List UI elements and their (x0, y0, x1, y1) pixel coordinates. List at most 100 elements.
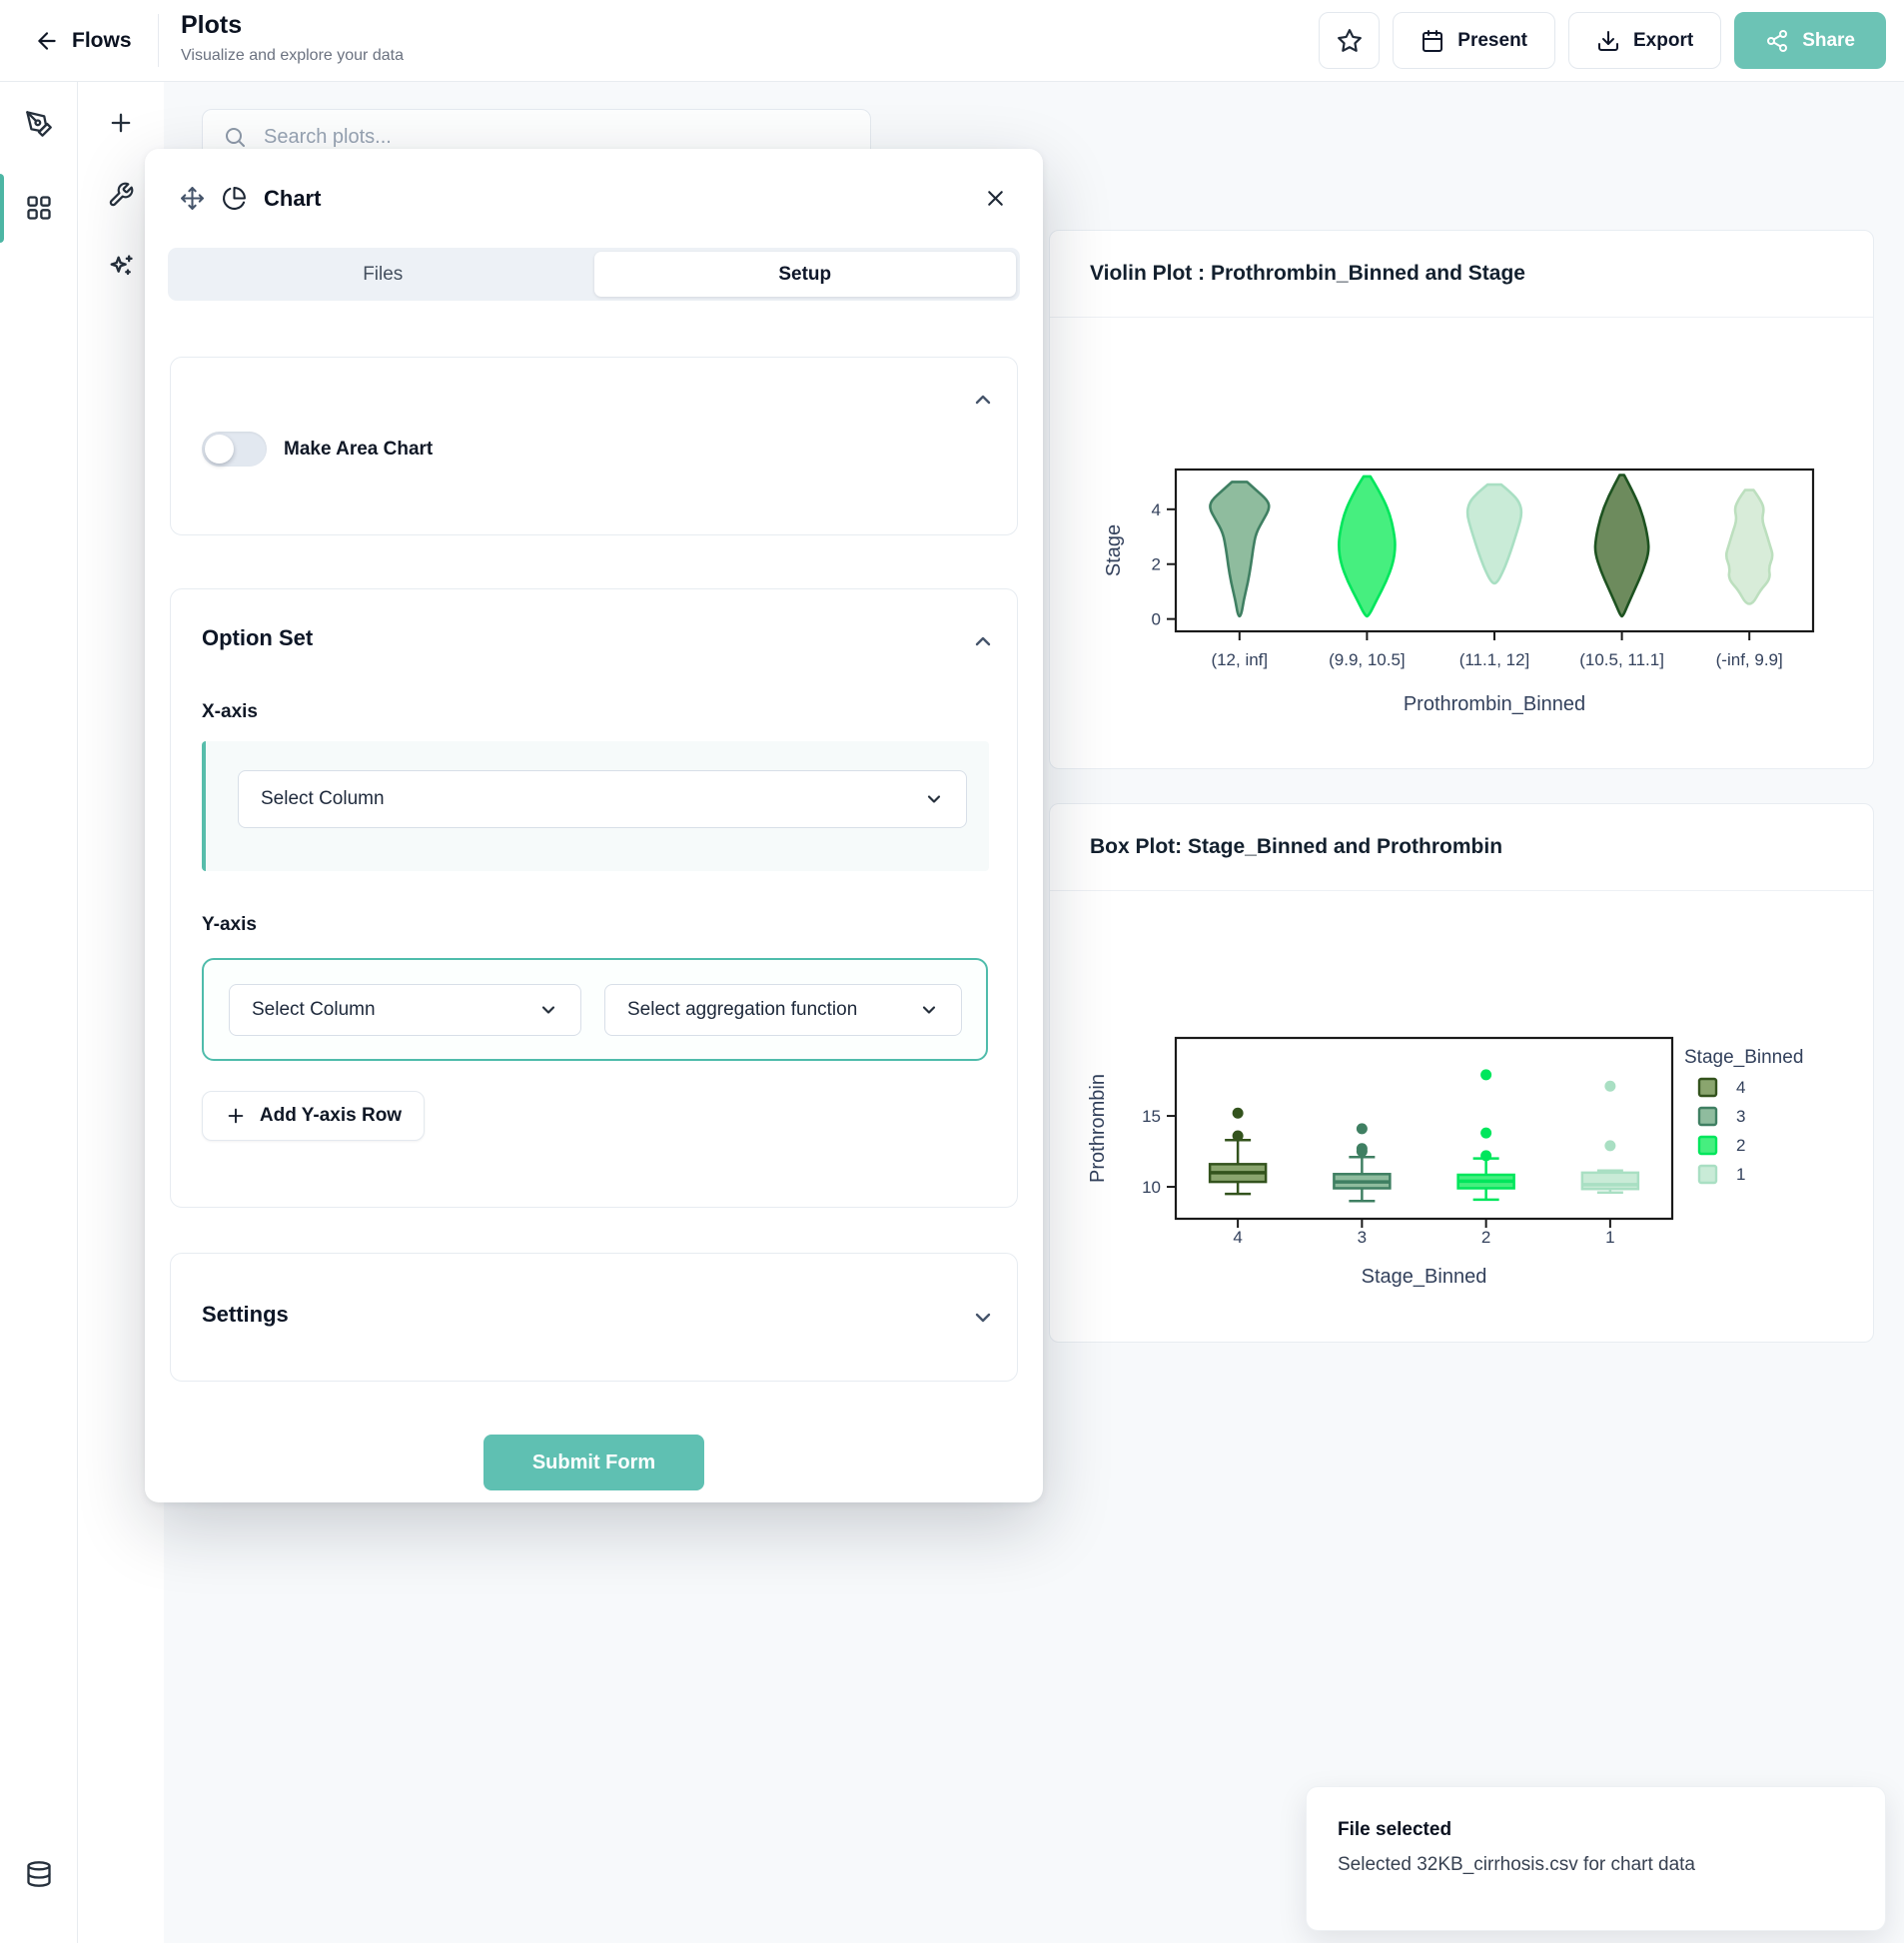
y-axis-aggregation-select-value: Select aggregation function (627, 999, 858, 1020)
chevron-down-icon (538, 1000, 558, 1020)
page-subtitle: Visualize and explore your data (181, 47, 404, 64)
back-arrow-icon (34, 28, 60, 54)
share-icon (1765, 29, 1789, 53)
svg-text:4: 4 (1736, 1078, 1745, 1097)
svg-text:0: 0 (1152, 610, 1161, 629)
svg-text:2: 2 (1481, 1228, 1490, 1247)
violin-plot-figure: 4 2 0 (12, inf] (9.9, 10.5] (11.1, 12] (10.5, … (1103, 468, 1815, 715)
chevron-down-icon (919, 1000, 939, 1020)
toast-title: File selected (1338, 1819, 1452, 1840)
chevron-down-icon[interactable] (971, 1306, 995, 1330)
sparkles-icon[interactable] (107, 253, 135, 281)
modal-header: Chart (145, 149, 1043, 248)
svg-text:10: 10 (1142, 1178, 1161, 1197)
primary-sidebar (0, 81, 78, 1943)
box-plot-body: 15 10 4 3 2 1 Stage_Binned Prothrombin Stage_Bin… (1050, 891, 1873, 1343)
export-button[interactable]: Export (1568, 12, 1722, 69)
violin-plot-body: 4 2 0 (12, inf] (9.9, 10.5] (11.1, 12] (10.5, … (1050, 318, 1873, 769)
svg-text:4: 4 (1233, 1228, 1242, 1247)
x-axis-label: X-axis (202, 701, 258, 722)
chevron-up-icon[interactable] (971, 388, 995, 412)
svg-text:2: 2 (1152, 555, 1161, 574)
tab-files[interactable]: Files (363, 263, 404, 285)
y-axis-panel: Select Column Select aggregation functio… (202, 958, 988, 1061)
wrench-icon[interactable] (108, 182, 135, 209)
top-actions: Present Export Share (1319, 12, 1886, 69)
svg-text:(9.9, 10.5]: (9.9, 10.5] (1329, 650, 1406, 669)
star-icon (1337, 28, 1363, 54)
svg-text:1: 1 (1605, 1228, 1614, 1247)
close-icon[interactable] (983, 186, 1008, 211)
search-icon (223, 125, 247, 149)
modal-body: Make Area Chart Option Set X-axis Select… (145, 357, 1043, 1490)
y-axis-column-select[interactable]: Select Column (229, 984, 581, 1036)
box-plot-figure: 15 10 4 3 2 1 Stage_Binned Prothrombin Stage_Bin… (1087, 1036, 1803, 1288)
active-nav-indicator (0, 174, 4, 243)
favorite-button[interactable] (1319, 12, 1381, 69)
file-selected-toast: File selected Selected 32KB_cirrhosis.cs… (1306, 1786, 1886, 1931)
area-chart-toggle-row: Make Area Chart (202, 432, 433, 467)
area-chart-section: Make Area Chart (170, 357, 1018, 535)
calendar-icon (1421, 29, 1444, 53)
database-icon[interactable] (25, 1860, 53, 1888)
pie-chart-icon (222, 186, 247, 211)
svg-text:Prothrombin: Prothrombin (1087, 1074, 1109, 1183)
option-set-title: Option Set (202, 625, 314, 650)
modal-title: Chart (264, 185, 322, 211)
box-plot-title: Box Plot: Stage_Binned and Prothrombin (1050, 804, 1873, 891)
y-axis-column-select-value: Select Column (252, 999, 376, 1020)
y-axis-aggregation-select[interactable]: Select aggregation function (604, 984, 962, 1036)
svg-text:4: 4 (1152, 500, 1161, 519)
present-label: Present (1457, 29, 1527, 51)
option-set-section: Option Set X-axis Select Column Y-axis (170, 588, 1018, 1208)
svg-text:Stage: Stage (1103, 524, 1125, 576)
share-button[interactable]: Share (1734, 12, 1886, 69)
submit-form-button[interactable]: Submit Form (483, 1435, 704, 1490)
chevron-down-icon (924, 789, 944, 809)
x-axis-panel: Select Column (202, 741, 989, 871)
back-label: Flows (72, 28, 132, 52)
toast-message: Selected 32KB_cirrhosis.csv for chart da… (1338, 1854, 1696, 1875)
svg-text:3: 3 (1358, 1228, 1367, 1247)
top-bar: Flows Plots Visualize and explore your d… (0, 0, 1904, 82)
svg-text:2: 2 (1736, 1136, 1745, 1155)
header-divider (158, 14, 159, 67)
svg-text:Stage_Binned: Stage_Binned (1684, 1047, 1803, 1068)
svg-text:3: 3 (1736, 1107, 1745, 1126)
tab-setup[interactable]: Setup (593, 252, 1016, 297)
add-y-axis-row-label: Add Y-axis Row (259, 1105, 403, 1126)
page-title-block: Plots Visualize and explore your data (181, 11, 404, 65)
svg-text:15: 15 (1142, 1107, 1161, 1126)
add-y-axis-row-button[interactable]: Add Y-axis Row (202, 1091, 425, 1141)
toggle-label: Make Area Chart (284, 438, 434, 460)
settings-section: Settings (170, 1253, 1018, 1382)
add-node-icon[interactable] (107, 109, 135, 137)
box-plot-card: Box Plot: Stage_Binned and Prothrombin 1… (1049, 803, 1874, 1343)
svg-text:1: 1 (1736, 1165, 1745, 1184)
pen-tool-icon[interactable] (25, 110, 53, 138)
svg-text:(-inf, 9.9]: (-inf, 9.9] (1716, 650, 1783, 669)
toggle-knob (205, 435, 234, 464)
violin-plot-card: Violin Plot : Prothrombin_Binned and Sta… (1049, 230, 1874, 769)
svg-text:Stage_Binned: Stage_Binned (1362, 1266, 1487, 1288)
page-title: Plots (181, 11, 243, 39)
x-axis-column-select[interactable]: Select Column (238, 770, 967, 828)
back-to-flows-button[interactable]: Flows (34, 0, 132, 81)
y-axis-label: Y-axis (202, 914, 257, 935)
svg-text:Prothrombin_Binned: Prothrombin_Binned (1404, 693, 1585, 715)
download-icon (1596, 29, 1620, 53)
svg-text:(11.1, 12]: (11.1, 12] (1459, 650, 1530, 669)
area-chart-toggle[interactable] (202, 432, 267, 467)
violin-plot-title: Violin Plot : Prothrombin_Binned and Sta… (1050, 231, 1873, 318)
search-input[interactable] (262, 124, 850, 150)
share-label: Share (1802, 29, 1855, 51)
grid-dashboard-icon[interactable] (25, 194, 53, 222)
plus-icon (225, 1105, 247, 1127)
chart-config-modal: Chart Files Setup Make Area Chart (145, 149, 1043, 1502)
svg-text:(10.5, 11.1]: (10.5, 11.1] (1579, 650, 1664, 669)
present-button[interactable]: Present (1393, 12, 1555, 69)
move-handle-icon[interactable] (180, 186, 205, 211)
chevron-up-icon[interactable] (971, 629, 995, 653)
modal-tabs: Files Setup (168, 248, 1020, 301)
